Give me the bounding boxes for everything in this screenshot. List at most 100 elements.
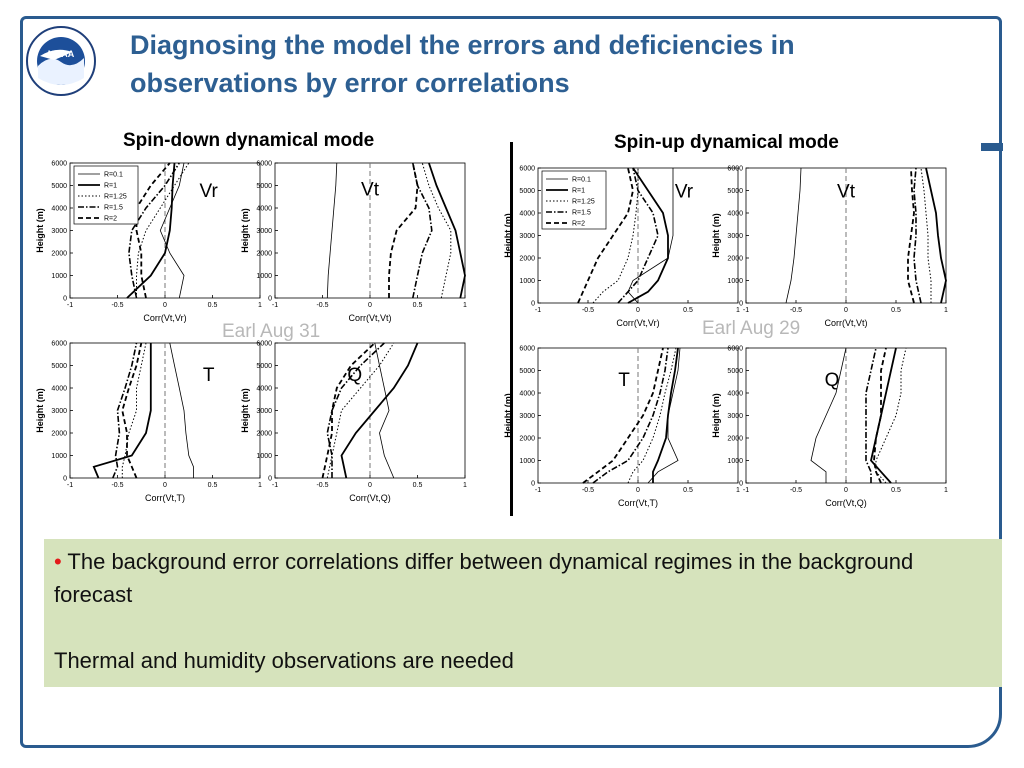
left-case-label: Earl Aug 31 [222,321,321,342]
y-tick-label: 3000 [727,413,743,420]
x-tick-label: -0.5 [790,307,802,314]
series-line-R125 [136,162,190,298]
bullet-marker: • [54,549,62,574]
y-tick-label: 6000 [519,346,535,353]
y-tick-label: 6000 [51,161,67,168]
y-tick-label: 1000 [51,453,67,460]
x-tick-label: -0.5 [111,302,123,309]
y-tick-label: 1000 [51,273,67,280]
y-tick-label: 0 [531,481,535,488]
summary-box: • The background error correlations diff… [44,539,1002,687]
series-line-R1 [652,347,679,483]
y-tick-label: 2000 [727,436,743,443]
x-tick-label: -1 [272,482,278,489]
x-tick-label: 0.5 [413,482,423,489]
variable-label: Vt [837,182,856,203]
y-tick-label: 6000 [256,341,272,348]
y-tick-label: 4000 [727,391,743,398]
series-line-R15 [913,167,922,304]
x-tick-label: 0.5 [891,487,901,494]
chart-panel-0: -1 -0.5 0 0.5 1 0 1000 2000 3000 4000 5000 6000 Corr… [34,159,262,333]
x-tick-label: 0 [844,307,848,314]
y-tick-label: 0 [739,481,743,488]
chart-panel-3: -1 -0.5 0 0.5 1 0 1000 2000 3000 4000 5000 6000 Corr… [239,339,467,513]
series-line-R15 [128,162,180,299]
y-tick-label: 5000 [519,368,535,375]
series-line-R125 [920,167,932,303]
y-tick-label: 4000 [519,391,535,398]
x-tick-label: 1 [736,487,740,494]
y-tick-label: 5000 [727,188,743,195]
y-tick-label: 3000 [519,233,535,240]
bullet-text: The background error correlations differ… [54,549,914,607]
x-axis-label: Corr(Vt,T) [618,498,658,508]
y-tick-label: 4000 [256,386,272,393]
chart-panel-4: -1 -0.5 0 0.5 1 0 1000 2000 3000 4000 5000 6000 Corr… [502,164,740,338]
series-line-R1 [340,342,419,479]
y-axis-label: Height (m) [35,388,45,433]
y-tick-label: 5000 [51,183,67,190]
series-line-R01 [810,347,847,483]
legend-entry: R=1.25 [572,199,595,206]
series-line-R15 [865,347,877,483]
series-line-R01 [374,342,395,479]
x-tick-label: 1 [463,302,467,309]
series-line-R1 [428,162,466,299]
legend-box [541,170,607,230]
x-tick-label: -1 [743,307,749,314]
y-tick-label: 1000 [519,458,535,465]
x-tick-label: 0.5 [683,307,693,314]
series-line-R01 [159,162,185,299]
chart-vt-5: -1 -0.5 0 0.5 10100020003000400050006000Corr… [711,166,948,329]
y-tick-label: 0 [63,296,67,303]
x-tick-label: 0.5 [683,487,693,494]
y-tick-label: 3000 [256,408,272,415]
series-line-R15 [592,347,669,484]
y-tick-label: 2000 [519,256,535,263]
legend-entry: R=1 [104,183,117,190]
y-axis-label: Height (m) [711,393,721,438]
x-tick-label: -1 [535,307,541,314]
x-axis-label: Corr(Vt,Vr) [143,313,186,323]
chart-vr-0: -1 -0.5 0 0.5 1 0 1000 2000 3000 4000 5000 6000 Corr… [35,161,262,324]
x-axis-label: Corr(Vt,Vt) [824,318,867,328]
y-tick-label: 3000 [519,413,535,420]
x-tick-label: -1 [535,487,541,494]
y-tick-label: 3000 [727,233,743,240]
chart-panel-2: -1 -0.5 0 0.5 1 0 1000 2000 3000 4000 5000 6000 Corr… [34,339,262,513]
series-line-R1 [925,167,947,304]
y-axis-label: Height (m) [503,213,513,258]
variable-label: Q [825,370,840,391]
frame-tab-accent [981,143,1003,151]
x-tick-label: 0.5 [208,302,218,309]
x-tick-label: -1 [67,302,73,309]
x-tick-label: -1 [272,302,278,309]
y-axis-label: Height (m) [240,388,250,433]
y-tick-label: 3000 [256,228,272,235]
chart-t-2: -1 -0.5 0 0.5 1 0 1000 2000 3000 4000 5000 6000 Corr… [35,341,262,504]
x-tick-label: -0.5 [582,307,594,314]
y-tick-label: 0 [739,301,743,308]
legend-entry: R=2 [104,216,117,223]
series-line-R15 [112,342,138,479]
chart-t-6: -1 -0.5 0 0.5 10100020003000400050006000Corr… [503,346,740,509]
y-tick-label: 0 [531,301,535,308]
series-line-R01 [647,347,681,484]
x-axis-label: Corr(Vt,Vr) [616,318,659,328]
y-tick-label: 2000 [256,431,272,438]
y-tick-label: 6000 [256,161,272,168]
x-tick-label: 1 [258,482,262,489]
y-axis-label: Height (m) [35,208,45,253]
y-tick-label: 5000 [727,368,743,375]
x-tick-label: -0.5 [316,302,328,309]
y-tick-label: 0 [63,476,67,483]
series-line-R1 [92,343,152,479]
x-tick-label: 0 [636,307,640,314]
x-tick-label: 0 [844,487,848,494]
y-axis-label: Height (m) [503,393,513,438]
x-tick-label: 1 [736,307,740,314]
chart-panel-5: -1 -0.5 0 0.5 1 0 1000 2000 3000 4000 5000 6000 Corr… [710,164,948,338]
x-tick-label: 0 [368,302,372,309]
x-tick-label: 0 [163,302,167,309]
x-tick-label: 0 [163,482,167,489]
